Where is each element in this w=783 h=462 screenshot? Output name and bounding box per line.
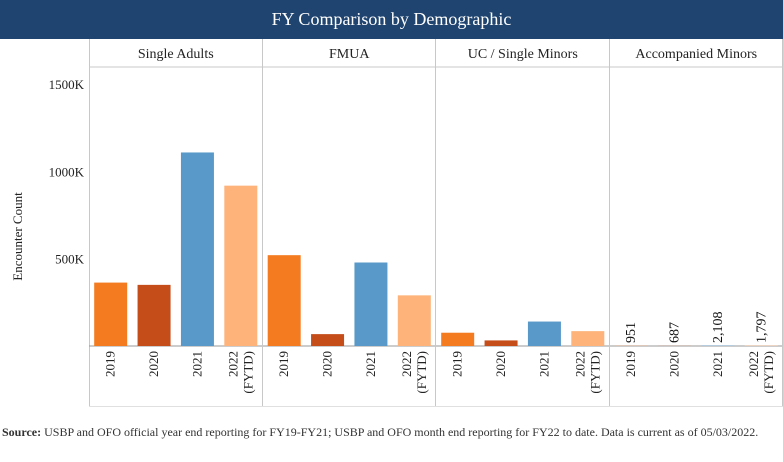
x-tick-label: 2019 [103,351,118,377]
bar [224,185,258,346]
bar [527,321,561,346]
x-tick-label: 2021 [536,351,551,377]
x-tick-label: 2021 [363,351,378,377]
x-tick-label: (FYTD) [240,351,255,394]
x-tick-label: 2020 [146,351,161,377]
bar [311,334,345,346]
panel-label: FMUA [329,47,370,62]
data-label: 1,797 [754,312,769,344]
panel-label: Accompanied Minors [635,47,757,62]
x-tick-label: 2022 [572,351,587,377]
x-tick-label: (FYTD) [587,351,602,394]
y-axis-title: Encounter Count [10,192,25,281]
x-tick-label: 2021 [189,351,204,377]
bar [441,332,475,346]
x-tick-label: 2022 [399,351,414,377]
y-tick-label: 500K [55,252,85,267]
bar [94,282,128,346]
data-label: 2,108 [711,312,726,344]
x-tick-label: 2021 [710,351,725,377]
x-tick-label: 2019 [450,351,465,377]
bar [180,152,214,346]
source-text: USBP and OFO official year end reporting… [41,425,759,439]
bar [484,340,518,346]
data-label: 687 [668,322,683,343]
bar [267,255,301,346]
data-label: 951 [624,322,639,343]
source-footnote: Source: USBP and OFO official year end r… [2,424,780,440]
x-tick-label: 2019 [276,351,291,377]
x-tick-label: 2020 [320,351,335,377]
y-tick-label: 1000K [49,164,85,179]
x-tick-label: 2020 [493,351,508,377]
x-tick-label: 2020 [667,351,682,377]
x-tick-label: (FYTD) [414,351,429,394]
x-tick-label: 2022 [225,351,240,377]
chart-title: FY Comparison by Demographic [0,0,783,39]
bar [571,331,605,346]
bar [397,295,431,346]
bar [137,284,171,346]
x-tick-label: 2019 [623,351,638,377]
panel-label: UC / Single Minors [468,47,578,62]
source-label: Source: [2,425,42,439]
x-tick-label: (FYTD) [761,351,776,394]
panel-label: Single Adults [138,47,214,62]
y-tick-label: 1500K [49,77,85,92]
bar [354,262,388,346]
bar-chart: Encounter Count 500K 1000K 1500K Single Adul… [10,39,783,407]
x-tick-label: 2022 [746,351,761,377]
